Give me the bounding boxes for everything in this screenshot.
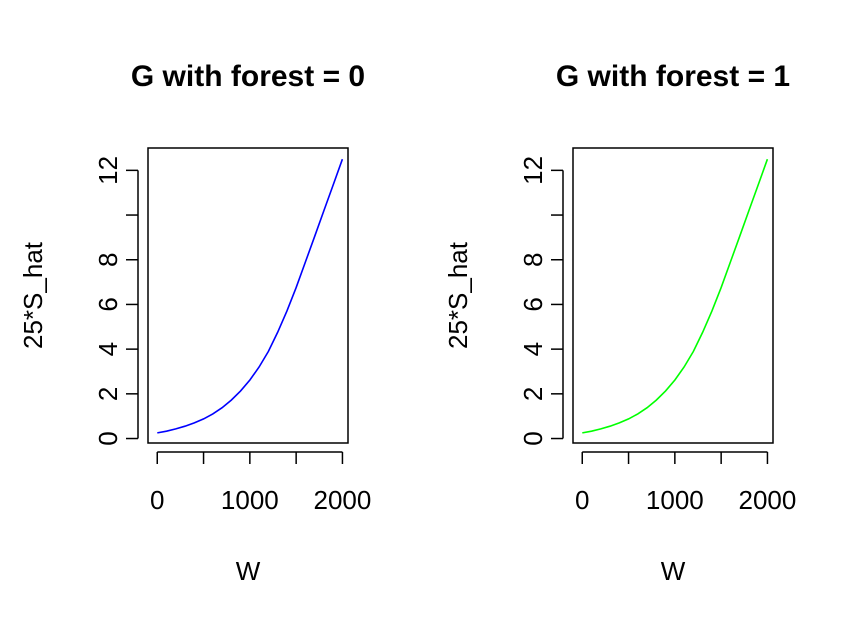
- series-line: [582, 158, 769, 434]
- x-tick-label: 2000: [739, 485, 797, 515]
- x-tick-label: 0: [150, 485, 164, 515]
- panel-forest-0: G with forest = 0 0 1000 2000 0 2 4 6 8 12 W 25*S_h…: [18, 60, 371, 586]
- y-tick-label: 6: [518, 297, 548, 311]
- x-axis-label: W: [236, 556, 261, 586]
- y-tick-label: 0: [518, 431, 548, 445]
- plot-frame: [572, 147, 774, 444]
- x-tick-label: 2000: [314, 485, 372, 515]
- chart-title: G with forest = 0: [131, 60, 365, 93]
- chart-title: G with forest = 1: [556, 60, 790, 93]
- panel-forest-1: G with forest = 1 0 1000 2000 0 2 4 6 8 12 W 25*S_h…: [443, 60, 796, 586]
- x-axis-label: W: [661, 556, 686, 586]
- y-tick-label: 4: [518, 342, 548, 356]
- y-tick-label: 0: [93, 431, 123, 445]
- series-line: [157, 158, 344, 434]
- x-tick-label: 1000: [646, 485, 704, 515]
- y-tick-label: 2: [93, 387, 123, 401]
- y-tick-label: 6: [93, 297, 123, 311]
- plot-frame: [147, 147, 349, 444]
- y-tick-label: 12: [518, 156, 548, 185]
- y-tick-label: 12: [93, 156, 123, 185]
- y-tick-label: 8: [93, 253, 123, 267]
- x-tick-label: 1000: [221, 485, 279, 515]
- y-tick-label: 4: [93, 342, 123, 356]
- y-tick-label: 2: [518, 387, 548, 401]
- y-tick-label: 8: [518, 253, 548, 267]
- y-axis-label: 25*S_hat: [443, 241, 473, 349]
- y-axis-label: 25*S_hat: [18, 241, 48, 349]
- x-tick-label: 0: [575, 485, 589, 515]
